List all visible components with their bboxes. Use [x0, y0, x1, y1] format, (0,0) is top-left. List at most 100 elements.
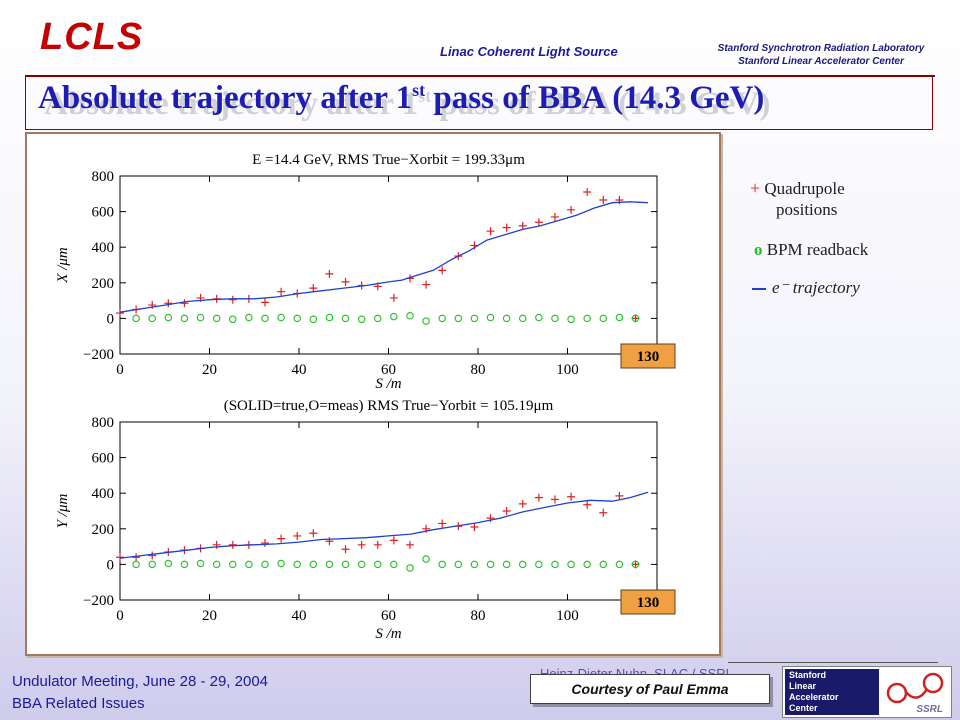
title-shadow: Absolute trajectory after 1st pass of BB… — [44, 86, 771, 122]
title-end: pass of BBA (14.3 GeV) — [425, 80, 765, 116]
legend-quadrupole: + Quadrupole — [750, 178, 845, 199]
bpm-point — [615, 313, 624, 322]
bpm-point — [277, 559, 285, 568]
bpm-point — [567, 560, 575, 569]
legend-quad-label-2: positions — [776, 200, 838, 219]
quadrupole-point — [341, 545, 350, 554]
quadrupole-point — [228, 295, 237, 304]
quadrupole-point — [277, 287, 286, 296]
y-tick-label: 800 — [92, 169, 115, 185]
bpm-point — [470, 314, 479, 323]
bpm-point — [132, 560, 140, 569]
bpm-point — [406, 564, 414, 572]
lab-line-ssrl: Stanford Synchrotron Radiation Laborator… — [717, 43, 925, 54]
quadrupole-point — [389, 293, 398, 302]
lcls-logo: LCLS — [40, 16, 144, 58]
plot-title: (SOLID=true,O=meas) RMS True−Yorbit = 10… — [224, 398, 554, 414]
bpm-point — [599, 314, 608, 323]
quadrupole-point — [550, 212, 559, 221]
quadrupole-point — [357, 540, 366, 549]
bpm-point — [502, 560, 511, 569]
x-tick-label: 100 — [556, 362, 579, 378]
y-tick-label: 0 — [107, 557, 115, 573]
bpm-point — [631, 314, 640, 323]
bpm-point — [277, 313, 285, 322]
quadrupole-point — [502, 223, 511, 232]
bpm-point — [583, 560, 591, 569]
bpm-point — [325, 560, 334, 569]
bpm-point — [535, 313, 543, 322]
quadrupole-point — [518, 221, 527, 230]
slac-ssrl-logo: Stanford Linear Accelerator Center SSRL — [782, 666, 952, 718]
badge-130 — [620, 589, 676, 615]
x-tick-label: 80 — [471, 362, 486, 378]
bpm-point — [357, 315, 366, 324]
lcls-full-name: Linac Coherent Light Source — [440, 44, 618, 59]
y-tick-label: −200 — [83, 347, 114, 363]
bpm-point — [518, 314, 527, 323]
bpm-point — [438, 314, 446, 323]
plot-frame: −200 0 200 400 600 800 0 20 40 60 80 100 E =14.4 GeV… — [25, 132, 721, 656]
trajectory-line — [119, 201, 649, 313]
bpm-point — [374, 560, 382, 569]
quadrupole-point — [534, 218, 543, 227]
badge-130 — [620, 343, 676, 369]
x-tick-label: 0 — [116, 608, 124, 624]
quadrupole-point — [502, 507, 511, 515]
bpm-point — [599, 560, 608, 569]
bpm-point — [486, 313, 495, 322]
bpm-point — [309, 560, 318, 569]
quadrupole-point — [615, 491, 624, 500]
x-axis-label: S /m — [375, 626, 401, 642]
quadrupole-point — [583, 500, 592, 509]
bpm-point — [164, 559, 173, 568]
quadrupole-point — [341, 277, 350, 286]
plot-title: E =14.4 GeV, RMS True−Xorbit = 199.33μm — [252, 152, 525, 168]
bpm-point — [551, 560, 559, 569]
quadrupole-point — [260, 298, 269, 307]
bpm-point — [245, 560, 253, 569]
title-box — [25, 76, 933, 130]
bpm-point — [486, 560, 495, 569]
bpm-point — [212, 560, 221, 569]
quadrupole-point — [389, 536, 398, 545]
x-tick-label: 20 — [202, 608, 217, 624]
quadrupole-point — [180, 299, 189, 308]
quadrupole-point — [422, 280, 431, 289]
bpm-point — [406, 311, 414, 320]
quadrupole-point — [567, 205, 576, 214]
quadrupole-point — [486, 514, 495, 523]
quadrupole-point — [438, 266, 447, 275]
quadrupole-point — [405, 540, 414, 549]
slac-line-1: Stanford — [789, 670, 826, 680]
quadrupole-point — [132, 553, 141, 562]
quadrupole-point — [550, 495, 559, 504]
bpm-point — [229, 315, 237, 324]
y-tick-label: 600 — [92, 205, 115, 221]
bpm-point — [374, 314, 382, 323]
bpm-point — [518, 560, 527, 569]
slac-line-2: Linear — [789, 681, 817, 691]
trajectory-line — [119, 491, 649, 559]
legend-trajectory: e⁻ trajectory — [752, 278, 860, 298]
footer-left: Undulator Meeting, June 28 - 29, 2004 BB… — [12, 671, 268, 715]
y-tick-label: 800 — [92, 415, 115, 431]
bpm-point — [357, 560, 366, 569]
bpm-point — [229, 560, 237, 569]
bpm-point — [341, 314, 350, 323]
footer-rule — [728, 662, 938, 663]
bpm-point — [422, 555, 430, 563]
bpm-point — [196, 559, 205, 568]
x-tick-label: 100 — [556, 608, 579, 624]
ssrl-ring-icon — [886, 672, 944, 704]
y-tick-label: 0 — [107, 311, 115, 327]
slide-title: Absolute trajectory after 1st pass of BB… — [38, 80, 764, 117]
ssrl-word: SSRL — [916, 704, 943, 715]
bpm-point — [438, 560, 446, 569]
bpm-point — [551, 314, 559, 323]
quadrupole-point — [325, 269, 334, 278]
bpm-point — [422, 317, 430, 325]
quadrupole-point — [309, 284, 318, 293]
badge-label: 130 — [637, 349, 660, 365]
